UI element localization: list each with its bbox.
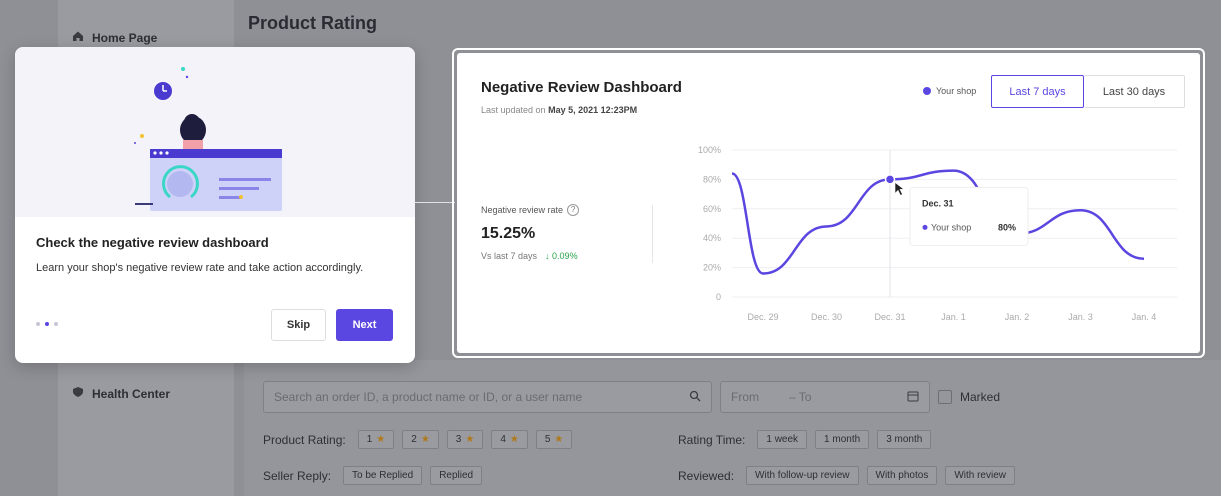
star-icon: ★ [376, 434, 386, 445]
shield-icon [72, 386, 84, 401]
home-icon [72, 30, 84, 45]
rating-chip-3[interactable]: 3 ★ [446, 430, 484, 449]
divider [652, 205, 653, 263]
last-updated: Last updated on May 5, 2021 12:23PM [481, 105, 637, 115]
metric-comparison: Vs last 7 days ↓ 0.09% [481, 251, 578, 261]
y-tick-label: 20% [703, 263, 721, 273]
star-icon: ★ [554, 434, 564, 445]
rating-chip-4[interactable]: 4 ★ [491, 430, 528, 449]
tab-last-7-days[interactable]: Last 7 days [991, 75, 1084, 108]
search-input[interactable]: Search an order ID, a product name or ID… [263, 381, 712, 413]
series-line-your-shop [731, 169, 1145, 275]
page-title: Product Rating [248, 13, 377, 33]
star-icon: ★ [420, 434, 430, 445]
arrow-down-icon: ↓ [545, 251, 550, 261]
step-dot-active [45, 322, 49, 326]
reviewed-review[interactable]: With review [945, 466, 1016, 485]
dashboard-title: Negative Review Dashboard [481, 79, 682, 96]
date-to: – To [789, 390, 812, 404]
data-point-active [884, 174, 896, 185]
onboarding-illustration [15, 47, 415, 217]
tab-last-30-days[interactable]: Last 30 days [1084, 75, 1185, 108]
metric-label-text: Negative review rate [481, 205, 564, 215]
tooltip-date: Dec. 31 [922, 198, 954, 208]
x-tick-label: Dec. 30 [811, 312, 842, 322]
rating-chip-1[interactable]: 1 ★ [357, 430, 395, 449]
step-dot [36, 322, 40, 326]
onboarding-title: Check the negative review dashboard [36, 235, 269, 250]
rating-chip-5[interactable]: 5 ★ [535, 430, 573, 449]
x-tick-label: Jan. 4 [1132, 312, 1157, 322]
negative-rate-value: 15.25% [481, 225, 536, 242]
seller-reply-label: Seller Reply: [263, 468, 332, 483]
date-from: From [731, 390, 759, 404]
rating-time-1-month[interactable]: 1 month [815, 430, 870, 449]
tooltip-series: Your shop [931, 222, 971, 232]
star-icon: ★ [465, 434, 475, 445]
reply-to-be-replied[interactable]: To be Replied [343, 466, 423, 485]
date-range-input[interactable]: From – To [720, 381, 930, 413]
search-placeholder: Search an order ID, a product name or ID… [274, 390, 583, 404]
tour-connector-line [415, 202, 455, 203]
step-indicator [36, 322, 58, 326]
tooltip-value: 80% [998, 222, 1016, 232]
chart-legend: Your shop [923, 86, 976, 96]
rating-time-3-month[interactable]: 3 month [877, 430, 932, 449]
rating-time-label: Rating Time: [678, 432, 746, 447]
x-tick-label: Dec. 31 [874, 312, 905, 322]
x-tick-label: Jan. 3 [1068, 312, 1093, 322]
onboarding-description: Learn your shop's negative review rate a… [36, 262, 364, 274]
skip-button[interactable]: Skip [271, 309, 326, 341]
negative-review-dashboard: Negative Review Dashboard Last updated o… [457, 53, 1200, 353]
reviewed-follow-up[interactable]: With follow-up review [746, 466, 859, 485]
y-tick-label: 80% [703, 174, 721, 184]
y-tick-label: 60% [703, 204, 721, 214]
x-tick-label: Jan. 1 [941, 312, 966, 322]
marked-label: Marked [960, 390, 1001, 404]
compare-delta: ↓ 0.09% [545, 251, 578, 261]
marked-checkbox[interactable]: Marked [938, 390, 1000, 404]
next-button[interactable]: Next [336, 309, 393, 341]
help-icon[interactable]: ? [567, 204, 580, 216]
rating-time-filter: Rating Time: 1 week 1 month 3 month [678, 430, 932, 449]
y-tick-label: 0 [716, 292, 721, 302]
highlight-outline [452, 48, 1205, 358]
reply-replied[interactable]: Replied [430, 466, 483, 485]
product-rating-filter: Product Rating: 1 ★ 2 ★ 3 ★ 4 ★ 5 ★ [263, 430, 573, 449]
cursor-icon [894, 181, 905, 196]
tooltip-dot [922, 224, 928, 230]
updated-value: May 5, 2021 12:23PM [548, 105, 638, 115]
chart-tooltip [909, 186, 1029, 246]
calendar-icon[interactable] [907, 390, 919, 405]
y-tick-label: 100% [698, 145, 721, 155]
seller-reply-filter: Seller Reply: To be Replied Replied [263, 466, 483, 485]
reviewed-filter: Reviewed: With follow-up review With pho… [678, 466, 1016, 485]
y-tick-label: 40% [703, 233, 721, 243]
x-tick-label: Jan. 2 [1005, 312, 1030, 322]
search-icon[interactable] [689, 390, 701, 405]
sidebar-item-home[interactable]: Home Page [72, 30, 157, 45]
updated-prefix: Last updated on [481, 105, 546, 115]
sidebar-item-label: Health Center [92, 386, 171, 401]
negative-rate-label: Negative review rate ? [481, 204, 580, 216]
reviewed-photos[interactable]: With photos [866, 466, 938, 485]
onboarding-card: Check the negative review dashboard Lear… [15, 47, 415, 363]
star-icon: ★ [509, 434, 519, 445]
product-rating-label: Product Rating: [263, 432, 346, 447]
rating-time-1-week[interactable]: 1 week [757, 430, 808, 449]
step-dot [54, 322, 58, 326]
sidebar-item-label: Home Page [92, 30, 158, 45]
rating-chip-2[interactable]: 2 ★ [402, 430, 439, 449]
reviewed-label: Reviewed: [678, 468, 735, 483]
x-tick-label: Dec. 29 [747, 312, 778, 322]
negative-review-chart[interactable]: 0 20% 40% 60% 80% 100% Dec. 29 Dec. 30 Dec. 31 Ja… [677, 138, 1187, 338]
sidebar-item-health-center[interactable]: Health Center [72, 386, 170, 401]
legend-label: Your shop [936, 86, 977, 96]
compare-label: Vs last 7 days [481, 251, 538, 261]
checkbox-box[interactable] [938, 390, 952, 404]
legend-dot [923, 87, 931, 95]
